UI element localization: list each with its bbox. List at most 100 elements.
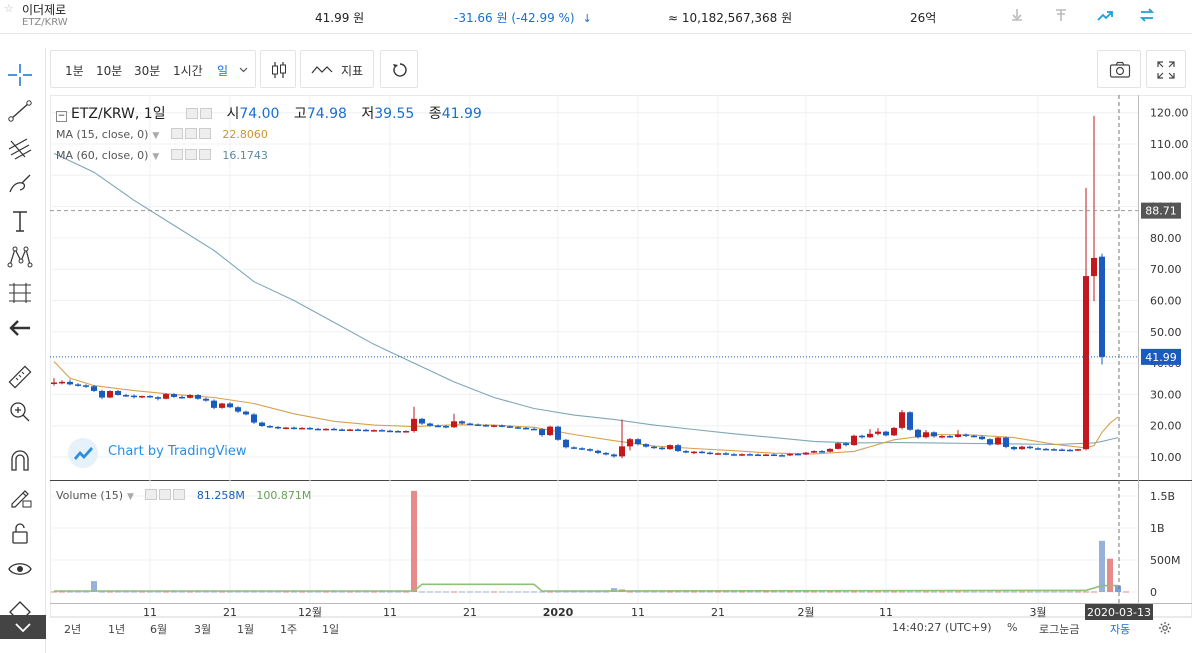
brush-icon[interactable] (6, 172, 34, 198)
range-3m-button[interactable]: 3월 (194, 623, 212, 636)
collapse-legend-icon[interactable]: − (56, 111, 67, 122)
candle-down (603, 451, 609, 456)
time-tick-label: 11 (631, 606, 645, 619)
pattern-icon[interactable] (6, 244, 34, 270)
candle-body (635, 439, 641, 445)
range-1m-button[interactable]: 1월 (237, 623, 255, 636)
eye-icon[interactable] (6, 556, 34, 582)
price-tick-label: 60.00 (1150, 295, 1182, 308)
volume-bar (907, 591, 913, 593)
clock-readout[interactable]: 14:40:27 (UTC+9) (892, 621, 992, 634)
candle-body (67, 381, 73, 385)
fib-icon[interactable] (6, 280, 34, 306)
ruler-icon[interactable] (6, 364, 34, 390)
price-tick-label: 120.00 (1150, 107, 1189, 120)
close-icon[interactable] (198, 128, 211, 139)
alert-icon[interactable] (1008, 6, 1026, 24)
volume-bar (731, 591, 737, 593)
interval-1m-button[interactable]: 1분 (65, 64, 84, 78)
range-1y-button[interactable]: 1년 (108, 623, 126, 636)
cursor-date-label: 2020-03-13 (1087, 606, 1151, 619)
pitchfork-icon[interactable] (6, 135, 34, 161)
eye-icon[interactable] (186, 108, 199, 119)
chevron-down-icon[interactable]: ▼ (152, 152, 160, 162)
magnet-icon[interactable] (6, 448, 34, 474)
percent-toggle[interactable]: % (1007, 621, 1018, 634)
volume-bar (499, 591, 505, 593)
reset-chart-button[interactable] (380, 50, 418, 88)
volume-bar (531, 591, 537, 593)
chart-type-button[interactable] (260, 50, 296, 88)
gear-icon[interactable] (184, 128, 197, 139)
swap-icon[interactable] (1138, 6, 1156, 24)
candle-up (1091, 115, 1097, 302)
candle-up (939, 435, 945, 439)
back-arrow-icon[interactable] (6, 315, 34, 341)
interval-1d-button[interactable]: 일 (217, 64, 229, 78)
close-icon[interactable] (173, 489, 186, 500)
screenshot-button[interactable] (1097, 50, 1141, 88)
volume-bar (275, 591, 281, 593)
volume-bar (307, 591, 313, 593)
volume-bar (1083, 591, 1089, 593)
eye-icon[interactable] (170, 149, 183, 160)
chevron-down-icon[interactable]: ▼ (152, 131, 160, 141)
watermark-text: Chart by TradingView (108, 444, 247, 459)
candle-body (307, 427, 313, 430)
eye-icon[interactable] (145, 489, 158, 500)
candle-body (579, 448, 585, 450)
range-2y-button[interactable]: 2년 (64, 623, 82, 636)
log-scale-toggle[interactable]: 로그눈금 (1039, 623, 1080, 636)
eye-icon[interactable] (170, 128, 183, 139)
candle-body (1019, 446, 1025, 450)
volume-bar (683, 591, 689, 593)
trendline-icon[interactable] (6, 98, 34, 124)
lock-drawing-icon[interactable] (6, 484, 34, 510)
gear-icon[interactable] (1158, 621, 1172, 635)
volume-label[interactable]: Volume (15) (56, 489, 123, 502)
range-6m-button[interactable]: 6월 (150, 623, 168, 636)
candle-down (331, 427, 337, 431)
candle-body (1027, 446, 1033, 449)
volume-bar (1091, 591, 1097, 593)
range-1w-button[interactable]: 1주 (280, 623, 298, 636)
crosshair-icon[interactable] (6, 62, 34, 88)
fullscreen-button[interactable] (1146, 50, 1186, 88)
indicators-button[interactable]: 지표 (300, 50, 374, 88)
interval-1h-button[interactable]: 1시간 (173, 64, 203, 78)
candle-body (651, 446, 657, 449)
pin-icon[interactable] (1052, 6, 1070, 24)
volume-bar (131, 591, 137, 593)
price-marker-label: 41.99 (1145, 351, 1177, 364)
ma60-label[interactable]: MA (60, close, 0) (56, 149, 149, 162)
interval-30m-button[interactable]: 30분 (134, 64, 161, 78)
gear-icon[interactable] (200, 108, 213, 119)
gear-icon[interactable] (184, 149, 197, 160)
volume-bar (171, 591, 177, 593)
volume-bar (1059, 591, 1065, 593)
ma15-label[interactable]: MA (15, close, 0) (56, 128, 149, 141)
lock-icon[interactable] (6, 520, 34, 546)
chevron-down-icon[interactable]: ▼ (127, 492, 134, 502)
collapse-toolbar-button[interactable] (0, 615, 46, 639)
close-icon[interactable] (198, 149, 211, 160)
camera-icon (1109, 61, 1131, 78)
candle-down (267, 425, 273, 428)
auto-scale-toggle[interactable]: 자동 (1110, 623, 1131, 636)
volume-ma-line (54, 583, 1119, 592)
volume-bar (923, 591, 929, 593)
candle-up (283, 426, 289, 430)
chevron-down-icon[interactable] (239, 66, 248, 74)
zoom-in-icon[interactable] (6, 399, 34, 425)
text-icon[interactable] (6, 208, 34, 234)
interval-10m-button[interactable]: 10분 (96, 64, 123, 78)
star-icon[interactable]: ☆ (4, 2, 14, 15)
trend-icon[interactable] (1096, 6, 1114, 24)
price-chart[interactable]: 10.0020.0030.0040.0050.0060.0070.0080.00… (50, 95, 1192, 643)
gear-icon[interactable] (159, 489, 172, 500)
candle-body (51, 382, 57, 385)
range-1d-button[interactable]: 1일 (322, 623, 340, 636)
volume-bar (163, 591, 169, 593)
candle-body (683, 451, 689, 453)
volume-bar (635, 591, 641, 593)
